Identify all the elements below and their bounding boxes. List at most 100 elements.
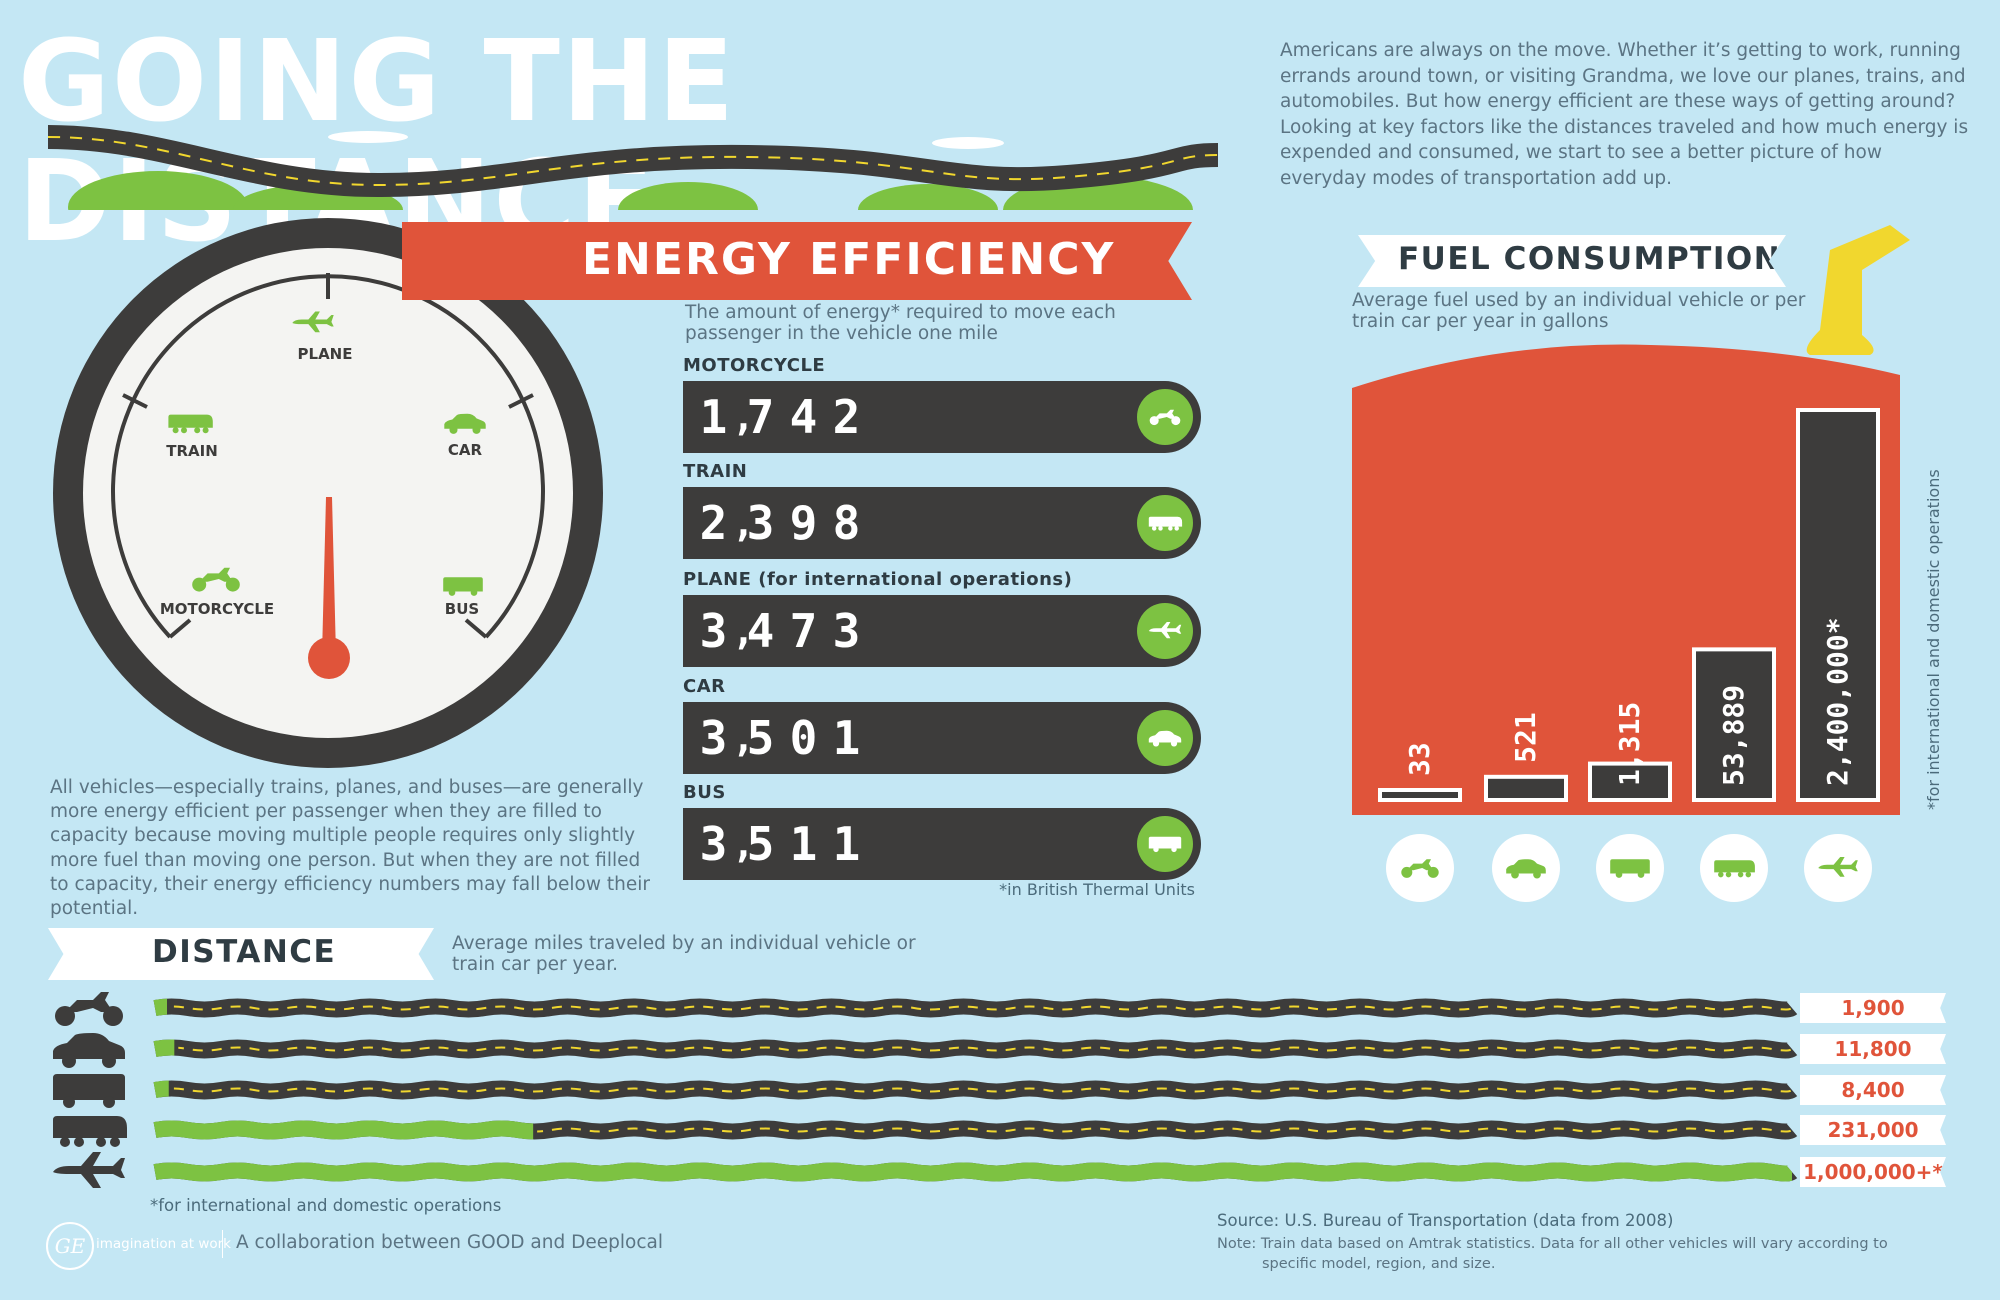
- hill: [858, 184, 998, 210]
- fuel-consumption-chart: 33 521 1,315 53,889 2,400,000*: [1352, 225, 1910, 902]
- energy-value-digit: 3: [699, 604, 728, 658]
- energy-value-digit: 3: [699, 711, 728, 765]
- distance-value: 11,800: [1800, 1034, 1946, 1064]
- bus-icon: [53, 1074, 125, 1108]
- distance-value: 1,000,000+*: [1800, 1157, 1946, 1187]
- energy-icon-badge: [1137, 816, 1193, 872]
- energy-value-digit: 2: [699, 496, 728, 550]
- fuel-nozzle-icon: [1806, 225, 1910, 355]
- motorcycle-icon: [1147, 407, 1183, 427]
- road-lane-markings: [178, 1046, 1793, 1052]
- bus-icon: [1147, 834, 1183, 854]
- fuel-bar-label: 1,315: [1613, 702, 1646, 786]
- energy-bar-label: BUS: [683, 782, 726, 803]
- distance-subtitle: Average miles traveled by an individual …: [452, 933, 916, 975]
- fuel-consumption-subtitle: Average fuel used by an individual vehic…: [1352, 290, 1806, 332]
- energy-value-digit: 3: [832, 604, 861, 658]
- energy-icon-badge: [1137, 603, 1193, 659]
- distance-title: DISTANCE: [152, 934, 337, 970]
- brand-tagline: imagination at work: [96, 1236, 231, 1252]
- fuel-bar: [1588, 761, 1672, 803]
- energy-value-digit: 4: [789, 390, 818, 444]
- gauge-label-bus: BUS: [445, 600, 479, 618]
- train-icon: [53, 1116, 127, 1147]
- source-text: Source: U.S. Bureau of Transportation (d…: [1217, 1211, 1674, 1230]
- gauge-label-motorcycle: MOTORCYCLE: [160, 600, 274, 618]
- energy-icon-badge: [1137, 389, 1193, 445]
- energy-value-digit: 5: [746, 711, 775, 765]
- energy-value-digit: 1: [699, 390, 728, 444]
- distance-fill-bar: [153, 1162, 1792, 1182]
- energy-value-comma: ,: [732, 395, 755, 439]
- hill: [618, 182, 758, 210]
- energy-value-digit: 1: [789, 817, 818, 871]
- distance-fill-bar: [153, 1120, 534, 1140]
- distance-banner: DISTANCE: [48, 928, 434, 980]
- gauge-hub: [308, 637, 350, 679]
- gauge-label-car: CAR: [448, 441, 483, 459]
- energy-value-comma: ,: [732, 609, 755, 653]
- cloud: [328, 131, 408, 143]
- gauge-label-plane: PLANE: [298, 345, 353, 363]
- distance-value: 231,000: [1800, 1115, 1946, 1145]
- energy-value-digit: 7: [789, 604, 818, 658]
- road-illustration: [48, 125, 1218, 210]
- road-lane-markings: [171, 1005, 1793, 1011]
- fuel-bar: [1796, 408, 1880, 802]
- energy-efficiency-title: ENERGY EFFICIENCY: [582, 234, 1116, 285]
- footer-divider: [222, 1230, 223, 1258]
- energy-efficiency-subtitle: The amount of energy* required to move e…: [685, 302, 1116, 344]
- collaboration-credit: A collaboration between GOOD and Deeploc…: [236, 1232, 663, 1253]
- energy-bar-label: TRAIN: [683, 461, 748, 482]
- plane-icon: [53, 1152, 125, 1188]
- energy-value-digit: 7: [746, 390, 775, 444]
- energy-bar-label: PLANE (for international operations): [683, 569, 1073, 590]
- data-note-line-1: Note: Train data based on Amtrak statist…: [1217, 1236, 1888, 1252]
- energy-icon-badge: [1137, 495, 1193, 551]
- fuel-bar: [1484, 774, 1568, 803]
- energy-value-digit: 0: [789, 711, 818, 765]
- gauge-needle: [322, 497, 336, 655]
- energy-value-digit: 9: [789, 496, 818, 550]
- fuel-bar: [1378, 788, 1462, 802]
- energy-value-digit: 2: [832, 390, 861, 444]
- distance-value: 1,900: [1800, 993, 1946, 1023]
- hill: [68, 171, 248, 210]
- fuel-bar-label: 33: [1403, 742, 1436, 776]
- energy-value-digit: 1: [832, 817, 861, 871]
- energy-bar-label: MOTORCYCLE: [683, 355, 826, 376]
- car-icon: [53, 1033, 125, 1068]
- distance-footnote: *for international and domestic operatio…: [150, 1196, 502, 1215]
- car-icon: [1147, 728, 1183, 748]
- motorcycle-icon: [55, 992, 123, 1026]
- data-note: Note: Train data based on Amtrak statist…: [1217, 1234, 1957, 1274]
- distance-value: 8,400: [1800, 1075, 1946, 1105]
- distance-chart: [53, 992, 1798, 1188]
- fuel-bar-label: 53,889: [1717, 685, 1750, 786]
- fuel-consumption-title: FUEL CONSUMPTION: [1398, 241, 1782, 277]
- energy-value-digit: 5: [746, 817, 775, 871]
- energy-value-digit: 3: [746, 496, 775, 550]
- energy-value-digit: 4: [746, 604, 775, 658]
- energy-bar-label: CAR: [683, 676, 726, 697]
- energy-value-comma: ,: [732, 822, 755, 866]
- speedometer-gauge: PLANE TRAIN CAR MOTORCYCLE BUS: [53, 218, 603, 768]
- energy-value-digit: 8: [832, 496, 861, 550]
- energy-icon-badge: [1137, 710, 1193, 766]
- btu-footnote: *in British Thermal Units: [999, 880, 1195, 899]
- gauge-label-train: TRAIN: [166, 442, 218, 460]
- energy-value-digit: 3: [699, 817, 728, 871]
- energy-value-digit: 1: [832, 711, 861, 765]
- energy-efficiency-banner: ENERGY EFFICIENCY: [402, 222, 1192, 300]
- fuel-bar-label: 521: [1509, 712, 1542, 763]
- road-lane-markings: [172, 1087, 1793, 1093]
- plane-icon: [1147, 621, 1183, 641]
